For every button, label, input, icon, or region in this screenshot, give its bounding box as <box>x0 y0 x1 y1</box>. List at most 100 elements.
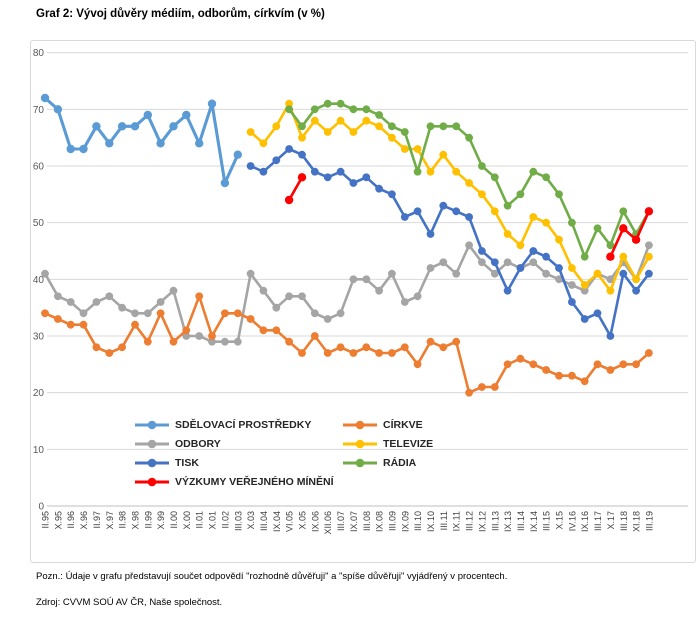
data-point <box>619 207 628 216</box>
legend-marker-icon <box>135 458 169 467</box>
data-point <box>92 298 101 306</box>
data-point <box>323 315 332 323</box>
data-point <box>619 224 628 233</box>
x-axis-tick-label: II.96 <box>66 511 76 529</box>
data-point <box>336 99 345 108</box>
data-point <box>452 207 461 216</box>
data-point <box>323 349 332 357</box>
data-point <box>593 269 602 278</box>
data-point <box>503 201 512 210</box>
data-point <box>310 116 319 125</box>
legend-marker-icon <box>343 458 377 467</box>
data-point <box>118 303 126 312</box>
data-point <box>195 139 204 148</box>
x-axis-tick-label: III.15 <box>542 511 552 531</box>
data-point <box>285 337 293 346</box>
data-point <box>503 230 512 238</box>
data-point <box>568 298 576 306</box>
data-point <box>375 349 383 357</box>
data-point <box>246 162 255 170</box>
data-point <box>143 309 152 318</box>
x-axis-tick-label: X.03 <box>246 511 256 530</box>
data-point <box>143 337 152 346</box>
data-point <box>465 133 473 142</box>
y-axis-tick-label: 10 <box>33 445 45 456</box>
legend-marker-icon <box>135 477 169 486</box>
data-point <box>503 258 512 267</box>
data-point <box>529 360 538 369</box>
x-axis-tick-label: III.03 <box>233 511 243 531</box>
y-axis-tick-label: 60 <box>33 161 45 172</box>
data-point <box>66 320 75 329</box>
data-point <box>426 337 435 346</box>
data-point <box>323 99 332 108</box>
x-axis-tick-label: IX.13 <box>503 511 513 532</box>
x-axis-tick-label: III.14 <box>516 511 526 531</box>
data-point <box>593 360 602 369</box>
data-point <box>645 269 653 278</box>
x-axis-tick-label: III.07 <box>336 511 346 531</box>
data-point <box>298 122 306 131</box>
data-point <box>452 337 461 346</box>
x-axis-tick-label: X.01 <box>208 511 218 530</box>
x-axis-tick-label: III.10 <box>413 511 423 531</box>
series-line <box>249 102 651 292</box>
x-axis-tick-label: III.08 <box>362 511 372 531</box>
x-axis-tick-label: IX.10 <box>426 511 436 532</box>
data-point <box>375 286 383 295</box>
data-point <box>490 258 499 267</box>
data-point <box>644 207 654 216</box>
legend-item: SDĚLOVACÍ PROSTŘEDKY <box>134 419 342 431</box>
legend-label: TELEVIZE <box>383 437 434 450</box>
x-axis-tick-label: IX.07 <box>349 511 359 532</box>
legend-item: RÁDIA <box>342 457 433 469</box>
data-point <box>413 292 422 301</box>
data-point <box>568 281 576 289</box>
legend-item: TELEVIZE <box>342 438 433 450</box>
legend-label: RÁDIA <box>383 456 417 469</box>
y-axis-tick-label: 70 <box>33 105 45 116</box>
data-point <box>362 343 371 352</box>
data-point <box>606 241 615 250</box>
data-point <box>207 99 217 108</box>
data-point <box>66 298 75 306</box>
data-point <box>490 269 499 278</box>
data-point <box>542 269 550 278</box>
data-point <box>619 252 628 261</box>
x-axis-tick-label: X.98 <box>130 511 140 530</box>
data-point <box>105 349 114 357</box>
data-point <box>118 343 126 352</box>
data-point <box>182 110 191 120</box>
data-point <box>516 190 525 199</box>
data-point <box>529 247 538 255</box>
x-axis-tick-label: X.15 <box>555 511 565 530</box>
data-point <box>516 241 525 250</box>
x-axis-tick-label: II.02 <box>220 511 230 529</box>
data-point <box>298 150 306 159</box>
data-point <box>105 292 114 301</box>
data-point <box>632 360 640 369</box>
data-point <box>632 275 640 284</box>
data-point <box>66 144 75 154</box>
x-axis-tick-label: III.19 <box>644 511 654 531</box>
data-point <box>606 332 615 340</box>
data-point <box>413 207 422 216</box>
data-point <box>284 195 294 205</box>
x-axis-tick-label: IX.04 <box>272 511 282 532</box>
data-point <box>362 173 371 182</box>
data-point <box>400 145 409 153</box>
y-axis-tick-label: 0 <box>38 502 44 513</box>
data-point <box>233 309 242 318</box>
data-point <box>439 201 448 210</box>
x-axis-tick-label: III.17 <box>593 511 603 531</box>
x-axis-tick-label: X.00 <box>182 511 192 530</box>
legend-label: TISK <box>175 456 199 469</box>
data-point <box>400 343 409 352</box>
data-point <box>310 105 319 114</box>
data-point <box>195 332 204 340</box>
data-point <box>542 218 550 227</box>
legend-marker-icon <box>343 439 377 448</box>
data-point <box>272 122 281 131</box>
data-point <box>349 128 358 136</box>
data-point <box>182 326 191 335</box>
